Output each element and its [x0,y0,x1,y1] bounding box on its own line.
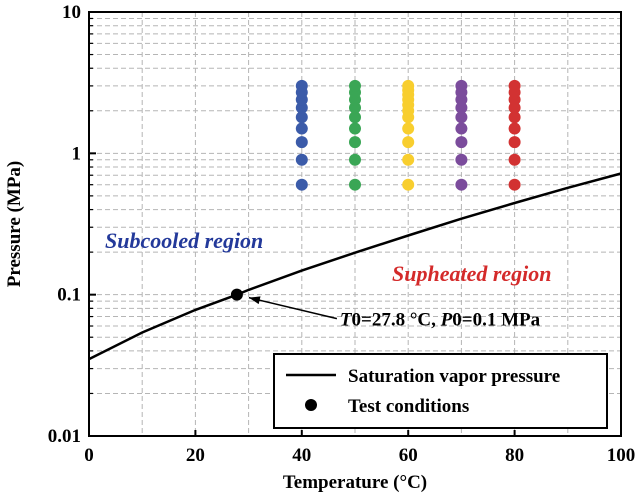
y-axis-label: Pressure (MPa) [4,161,25,287]
data-point [455,101,468,114]
data-point [508,79,521,92]
axis-ticks: 0 20 40 60 80 100 0.01 0.1 1 10 [48,2,636,466]
data-point [455,178,468,191]
data-point [455,79,468,92]
subcooled-region-label: Subcooled region [105,228,263,253]
data-point [402,79,415,92]
data-point [349,178,361,191]
data-point [508,111,521,124]
data-point [455,136,468,149]
data-point [455,111,468,124]
data-point [508,153,521,166]
x-axis-label: Temperature (°C) [283,472,427,493]
y-tick-label: 10 [62,2,81,23]
saturation-curve [88,172,622,361]
data-point [295,79,308,92]
y-tick-label: 1 [72,143,82,164]
y-tick-label: 0.1 [57,285,81,306]
data-point [508,178,521,191]
data-point [402,122,415,135]
test-condition-label-part: P [440,310,453,331]
legend-label-saturation: Saturation vapor pressure [348,366,560,387]
data-point [295,178,308,191]
data-point [455,153,468,166]
legend-box [273,353,608,429]
data-point [295,122,308,135]
data-point [349,101,361,114]
test-condition-label-part: 0 [352,310,362,331]
data-point [402,153,415,166]
superheated-region-label: Supheated region [392,261,552,286]
data-point [402,178,415,191]
test-condition-label-part: T [340,310,353,331]
legend-label-test: Test conditions [348,396,469,417]
annotation-arrow-line [248,296,338,320]
test-condition-label-part: =27.8 °C, [361,310,441,331]
x-tick-label: 80 [505,445,524,466]
test-condition-label-part: =0.1 MPa [462,310,541,331]
data-point [295,111,308,124]
data-point [349,153,361,166]
test-condition-point [230,288,243,301]
y-tick-label: 0.01 [48,426,81,447]
x-tick-label: 40 [292,445,311,466]
data-point [508,101,521,114]
data-point [402,136,415,149]
data-point [349,122,361,135]
data-point [295,153,308,166]
data-point [349,79,361,92]
test-condition-layer: T0=27.8 °C, P0=0.1 MPa [230,288,541,331]
data-point [349,136,361,149]
data-point [508,122,521,135]
test-condition-label-part: 0 [452,310,462,331]
legend: Saturation vapor pressure Test condition… [273,353,608,429]
data-point [455,122,468,135]
test-condition-label: T0=27.8 °C, P0=0.1 MPa [340,310,541,331]
x-tick-label: 60 [399,445,418,466]
plot-frame [88,11,622,437]
saturation-curve-layer [88,172,622,361]
scatter-points [295,79,521,191]
data-point [508,136,521,149]
x-tick-label: 20 [186,445,205,466]
data-point [295,101,308,114]
data-point [349,111,361,124]
data-point [295,136,308,149]
x-tick-label: 0 [84,445,94,466]
annotation-arrow-head [248,296,261,305]
x-tick-label: 100 [607,445,636,466]
legend-dot-marker [305,399,317,411]
